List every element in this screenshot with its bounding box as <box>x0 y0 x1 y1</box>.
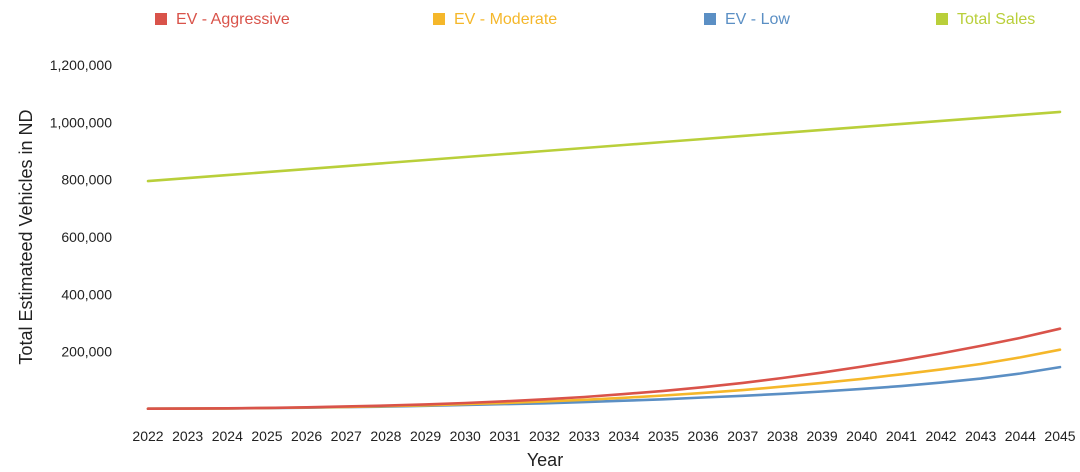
legend-item: Total Sales <box>936 11 1035 28</box>
x-tick-label: 2024 <box>212 428 243 444</box>
series-line-ev-aggressive <box>146 327 1062 411</box>
y-tick-label: 1,000,000 <box>50 114 112 130</box>
legend-label: Total Sales <box>957 11 1035 28</box>
y-axis: 200,000 400,000 600,000 800,000 1,000,000 1,2… <box>50 57 113 360</box>
x-tick-label: 2026 <box>291 428 322 444</box>
x-tick-label: 2027 <box>331 428 362 444</box>
legend-label: EV - Moderate <box>454 11 557 28</box>
x-tick-label: 2044 <box>1005 428 1036 444</box>
x-tick-label: 2030 <box>450 428 481 444</box>
legend-label: EV - Aggressive <box>176 11 290 28</box>
x-tick-label: 2045 <box>1044 428 1075 444</box>
x-tick-label: 2043 <box>965 428 996 444</box>
x-tick-label: 2022 <box>132 428 163 444</box>
legend-label: EV - Low <box>725 11 790 28</box>
x-tick-label: 2031 <box>489 428 520 444</box>
x-tick-label: 2032 <box>529 428 560 444</box>
legend: EV - Aggressive EV - Moderate EV - Low Tota… <box>155 11 1035 28</box>
legend-swatch <box>936 13 948 25</box>
y-axis-title: Total Estimateed Vehicles in ND <box>16 109 36 364</box>
x-tick-label: 2035 <box>648 428 679 444</box>
series-line-ev-low <box>146 365 1062 411</box>
legend-swatch <box>433 13 445 25</box>
x-tick-label: 2039 <box>807 428 838 444</box>
x-tick-label: 2029 <box>410 428 441 444</box>
legend-swatch <box>704 13 716 25</box>
x-tick-label: 2023 <box>172 428 203 444</box>
y-tick-label: 800,000 <box>61 172 112 188</box>
legend-item: EV - Aggressive <box>155 11 290 28</box>
x-tick-label: 2028 <box>370 428 401 444</box>
series-line-ev-moderate <box>146 348 1062 411</box>
legend-item: EV - Low <box>704 11 790 28</box>
y-tick-label: 400,000 <box>61 286 112 302</box>
x-tick-label: 2041 <box>886 428 917 444</box>
legend-swatch <box>155 13 167 25</box>
plot-area <box>146 110 1062 411</box>
x-axis: 2022 2023 2024 2025 2026 2027 2028 2029 2030 2031… <box>132 428 1075 444</box>
x-tick-label: 2042 <box>925 428 956 444</box>
x-tick-label: 2025 <box>251 428 282 444</box>
x-tick-label: 2037 <box>727 428 758 444</box>
x-tick-label: 2040 <box>846 428 877 444</box>
x-axis-title: Year <box>527 450 563 470</box>
y-tick-label: 200,000 <box>61 344 112 360</box>
legend-item: EV - Moderate <box>433 11 557 28</box>
y-tick-label: 1,200,000 <box>50 57 112 73</box>
y-tick-label: 600,000 <box>61 229 112 245</box>
x-tick-label: 2038 <box>767 428 798 444</box>
x-tick-label: 2033 <box>569 428 600 444</box>
x-tick-label: 2036 <box>688 428 719 444</box>
x-tick-label: 2034 <box>608 428 639 444</box>
series-line-total-sales <box>146 110 1062 183</box>
